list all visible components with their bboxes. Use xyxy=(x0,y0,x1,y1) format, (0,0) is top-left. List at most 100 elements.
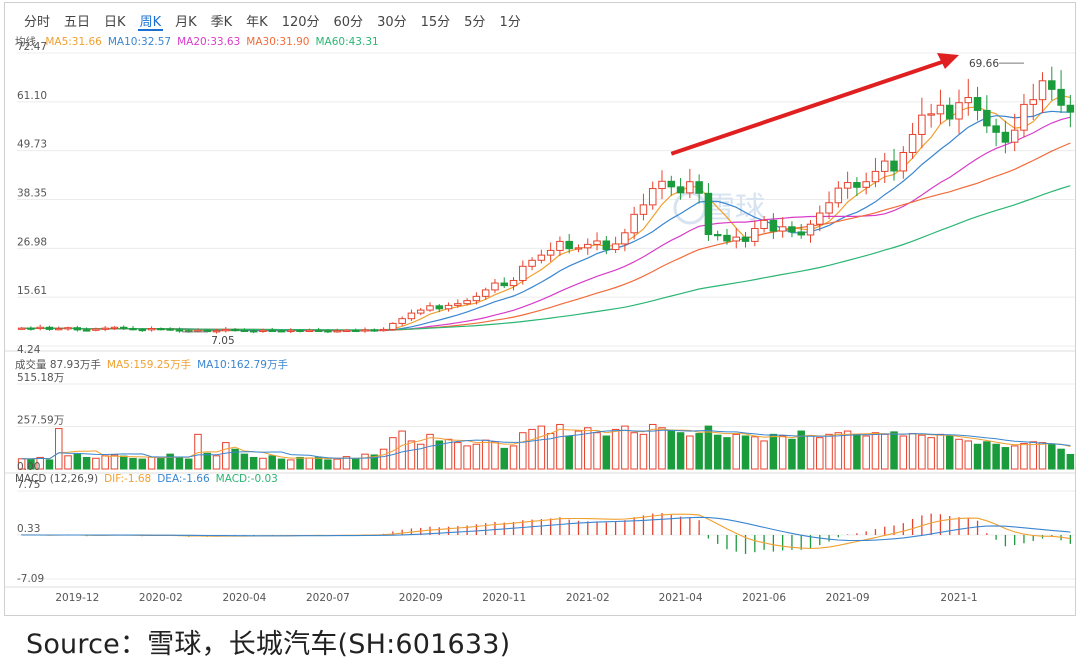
volume-bar xyxy=(45,459,54,470)
volume-bar xyxy=(528,428,536,470)
candle-body xyxy=(880,160,889,172)
x-axis-label: 2020-07 xyxy=(306,592,350,604)
volume-bar xyxy=(880,433,889,470)
volume-bar xyxy=(370,454,379,470)
candle-body xyxy=(138,328,147,332)
volume-bar xyxy=(648,423,657,470)
candle-body xyxy=(648,188,657,206)
volume-bar xyxy=(797,430,805,470)
period-tabs: 分时 五日 日K 周K 月K 季K 年K 120分 60分 30分 15分 5分 1分 xyxy=(17,9,528,31)
candle-body xyxy=(1001,131,1010,143)
volume-bar xyxy=(1038,442,1047,470)
tab-2[interactable]: 日K xyxy=(104,15,126,30)
annotation-label: 69.66 xyxy=(969,58,999,70)
volume-bar xyxy=(314,456,323,470)
tab-7[interactable]: 120分 xyxy=(281,15,320,30)
tab-10[interactable]: 15分 xyxy=(420,15,451,30)
candle-body xyxy=(1020,103,1028,131)
candle-body xyxy=(175,329,184,332)
volume-bar xyxy=(389,437,397,470)
volume-bar xyxy=(472,443,481,470)
tab-12[interactable]: 1分 xyxy=(499,15,521,30)
candle-body xyxy=(379,328,388,332)
volume-bar xyxy=(407,440,416,470)
candle-body xyxy=(1066,104,1075,113)
candle-body xyxy=(834,187,843,204)
macd-legend-item: DEA:-1.66 xyxy=(157,473,210,485)
tab-4[interactable]: 月K xyxy=(175,15,197,30)
volume-bar xyxy=(630,432,638,470)
tab-9[interactable]: 30分 xyxy=(377,15,407,30)
candle-body xyxy=(983,109,991,127)
volume-tick-label: 515.18万 xyxy=(17,372,64,384)
tab-11[interactable]: 5分 xyxy=(464,15,486,30)
volume-legend: 成交量 87.93万手 MA5:159.25万手 MA10:162.79万手 xyxy=(15,357,294,372)
macd-legend-item: MACD:-0.03 xyxy=(215,473,278,485)
volume-legend-item: MA10:162.79万手 xyxy=(197,359,288,371)
tab-0[interactable]: 分时 xyxy=(24,15,51,30)
volume-bar xyxy=(574,430,583,470)
candle-body xyxy=(435,305,444,310)
volume-bar xyxy=(82,456,91,470)
tab-3[interactable]: 周K xyxy=(133,9,169,31)
volume-bar xyxy=(751,436,759,470)
volume-legend-item: 成交量 87.93万手 xyxy=(15,359,101,371)
candle-body xyxy=(639,204,648,215)
candle-body xyxy=(537,254,546,261)
tab-5[interactable]: 季K xyxy=(210,15,233,30)
volume-bar xyxy=(1029,441,1037,470)
volume-bar xyxy=(955,438,963,470)
volume-bar xyxy=(732,433,741,470)
volume-bar xyxy=(398,430,406,470)
candle-body xyxy=(1048,80,1056,90)
volume-bar xyxy=(119,455,128,470)
volume-bar xyxy=(110,454,119,470)
candle-body xyxy=(862,181,870,188)
candle-body xyxy=(212,330,221,333)
volume-bar xyxy=(621,425,629,470)
candle-body xyxy=(342,329,351,332)
candle-body xyxy=(574,247,583,250)
volume-bar xyxy=(825,433,833,470)
candle-body xyxy=(119,326,128,330)
candle-body xyxy=(797,231,805,236)
volume-bar xyxy=(788,438,796,470)
candle-body xyxy=(908,133,917,153)
x-axis-label: 2021-04 xyxy=(659,592,703,604)
candle-body xyxy=(444,304,453,310)
volume-bar xyxy=(463,445,471,470)
tab-8[interactable]: 60分 xyxy=(333,15,364,30)
volume-bar xyxy=(259,457,267,470)
candle-body xyxy=(472,295,481,302)
volume-bar xyxy=(212,455,221,470)
volume-bar xyxy=(639,433,648,470)
candle-body xyxy=(64,327,72,330)
candle-body xyxy=(853,182,861,188)
candle-body xyxy=(500,282,508,287)
candle-body xyxy=(816,212,824,225)
stock-chart[interactable]: 雪球 69.66 7.05 72.47 61.10 49.73 38.35 26.98 15.6… xyxy=(5,3,1076,616)
annotation-label: 7.05 xyxy=(211,335,234,347)
volume-bar xyxy=(667,430,676,470)
price-legend-item: MA10:32.57 xyxy=(107,36,172,48)
candle-body xyxy=(825,202,833,214)
volume-bar xyxy=(222,442,230,470)
candle-body xyxy=(732,236,741,242)
volume-bar xyxy=(964,440,973,470)
price-legend-item: MA20:33.63 xyxy=(177,36,241,48)
x-axis-label: 2021-02 xyxy=(566,592,610,604)
price-tick-label: 38.35 xyxy=(17,188,47,200)
volume-bar xyxy=(908,433,917,470)
candle-body xyxy=(751,228,759,242)
volume-bar xyxy=(36,456,44,470)
macd-tick-label: -7.09 xyxy=(17,573,44,585)
volume-bar xyxy=(537,425,546,470)
candle-body xyxy=(296,329,304,332)
volume-bar xyxy=(927,437,935,470)
volume-bar xyxy=(157,457,165,470)
tab-6[interactable]: 年K xyxy=(246,15,268,30)
candle-body xyxy=(676,186,685,194)
x-axis-label: 2020-11 xyxy=(482,592,526,604)
candle-body xyxy=(788,226,796,233)
tab-1[interactable]: 五日 xyxy=(64,15,91,30)
